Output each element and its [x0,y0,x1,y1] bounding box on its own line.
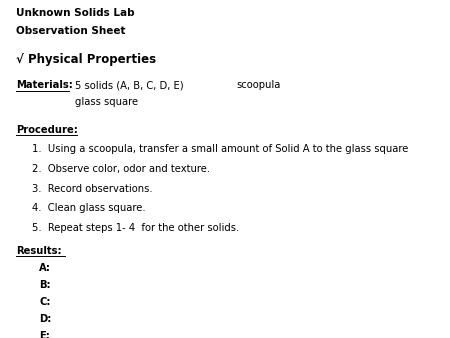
Text: C:: C: [40,297,51,307]
Text: 2.  Observe color, odor and texture.: 2. Observe color, odor and texture. [32,164,210,174]
Text: E:: E: [40,331,50,338]
Text: D:: D: [40,314,52,324]
Text: 5 solids (A, B, C, D, E): 5 solids (A, B, C, D, E) [75,80,184,91]
Text: Results:: Results: [16,246,61,256]
Text: Unknown Solids Lab: Unknown Solids Lab [16,8,135,18]
Text: Procedure:: Procedure: [16,125,78,135]
Text: B:: B: [40,280,51,290]
Text: 1.  Using a scoopula, transfer a small amount of Solid A to the glass square: 1. Using a scoopula, transfer a small am… [32,144,408,154]
Text: 4.  Clean glass square.: 4. Clean glass square. [32,203,145,213]
Text: scoopula: scoopula [237,80,281,91]
Text: √ Physical Properties: √ Physical Properties [16,53,156,66]
Text: A:: A: [40,263,51,273]
Text: Materials:: Materials: [16,80,72,91]
Text: Observation Sheet: Observation Sheet [16,26,125,36]
Text: 5.  Repeat steps 1- 4  for the other solids.: 5. Repeat steps 1- 4 for the other solid… [32,223,239,233]
Text: 3.  Record observations.: 3. Record observations. [32,184,152,194]
Text: glass square: glass square [75,97,138,107]
